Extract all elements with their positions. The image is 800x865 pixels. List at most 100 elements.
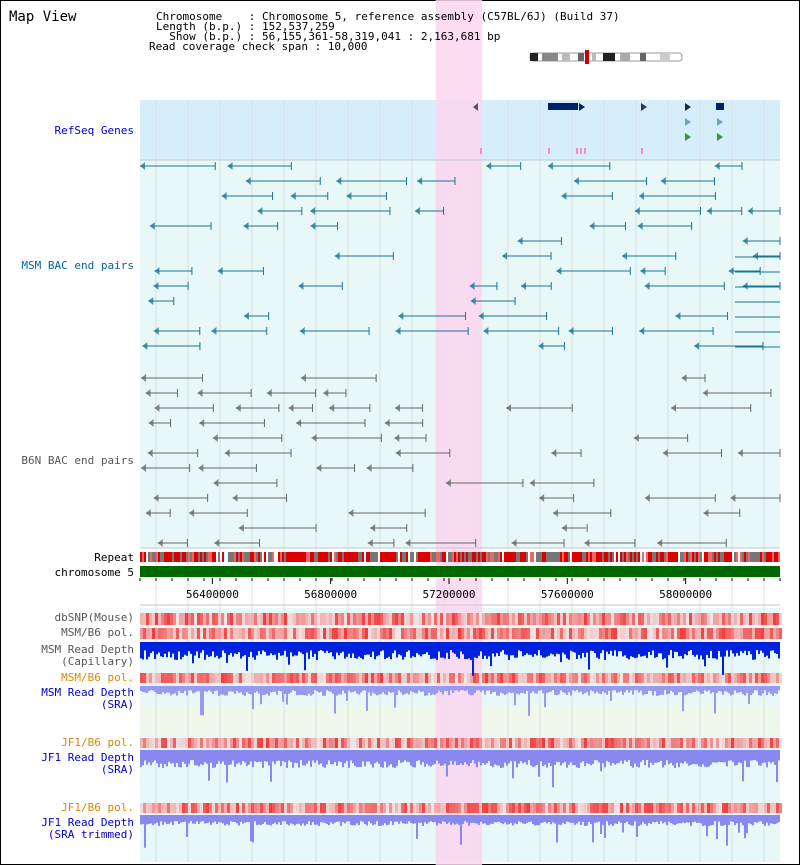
track-label-jf1-b6-pol-2[interactable]: JF1/B6 pol. <box>61 801 134 814</box>
jf1-depth-sra-bar <box>352 750 354 764</box>
repeat-element <box>284 552 286 562</box>
repeat-element <box>486 552 488 562</box>
track-label-dbsnp[interactable]: dbSNP(Mouse) <box>54 611 134 624</box>
dbsnp-heat <box>656 613 659 625</box>
msm-b6-pol2-heat <box>308 673 311 683</box>
jf1-depth-sra-bar <box>234 750 236 767</box>
msm-depth-sra-bar <box>618 686 620 693</box>
repeat-element <box>250 552 252 562</box>
track-label-jf1-depth-trimmed[interactable]: JF1 Read Depth <box>41 816 134 829</box>
track-label-jf1-b6-pol-1[interactable]: JF1/B6 pol. <box>61 736 134 749</box>
jf1-depth-trimmed-bar <box>518 815 520 822</box>
track-label-msm-depth-sra[interactable]: MSM Read Depth <box>41 686 134 699</box>
repeat-element <box>158 552 160 562</box>
jf1-b6-pol-heat <box>707 738 710 748</box>
msm-depth-sra-bar <box>720 686 722 692</box>
jf1-b6-pol2-heat <box>587 803 590 813</box>
msm-depth-capillary-bar <box>208 642 210 657</box>
jf1-depth-trimmed-bar <box>682 815 684 823</box>
ideogram-band <box>640 53 646 61</box>
track-label-chromosome[interactable]: chromosome 5 <box>54 566 134 579</box>
msm-depth-sra-bar <box>170 686 172 696</box>
msm-depth-capillary-bar <box>768 642 770 659</box>
track-label-msm-b6-pol-1[interactable]: MSM/B6 pol. <box>61 626 134 639</box>
track-label-msm-depth-capillary[interactable]: MSM Read Depth <box>41 643 134 656</box>
msm-depth-sra-bar <box>410 686 412 692</box>
jf1-b6-pol-heat <box>473 738 476 748</box>
repeat-element <box>626 552 628 562</box>
msm-depth-sra-bar <box>366 686 368 711</box>
jf1-depth-trimmed-bar <box>398 815 400 824</box>
msm-b6-pol-heat <box>377 628 380 639</box>
dbsnp-heat <box>191 613 194 625</box>
msm-depth-capillary-bar <box>694 642 696 657</box>
msm-b6-pol-heat <box>233 628 236 639</box>
msm-b6-pol2-heat <box>323 673 326 683</box>
msm-depth-sra-bar <box>328 686 330 692</box>
msm-b6-pol2-heat <box>173 673 176 683</box>
jf1-depth-trimmed-bar <box>360 815 362 822</box>
jf1-depth-trimmed-bar <box>454 815 456 825</box>
repeat-element <box>678 552 680 562</box>
jf1-depth-trimmed-bar <box>566 815 568 822</box>
dbsnp-heat <box>380 613 383 625</box>
msm-depth-capillary-bar <box>674 642 676 652</box>
jf1-depth-trimmed-bar <box>384 815 386 824</box>
repeat-element <box>660 552 662 562</box>
jf1-b6-pol2-heat <box>662 803 665 813</box>
msm-b6-pol-heat <box>665 628 668 639</box>
track-label-msm-bac[interactable]: MSM BAC end pairs <box>21 259 134 272</box>
jf1-depth-sra-bar <box>262 750 264 768</box>
jf1-b6-pol2-heat <box>650 803 653 813</box>
jf1-b6-pol2-heat <box>509 803 512 813</box>
msm-depth-capillary-bar <box>242 642 244 657</box>
msm-depth-sra-bar <box>206 686 208 692</box>
dbsnp-heat <box>239 613 242 625</box>
msm-depth-sra-bar <box>356 686 358 694</box>
jf1-depth-sra-bar <box>152 750 154 763</box>
msm-b6-pol2-heat <box>266 673 269 683</box>
repeat-element <box>742 552 744 562</box>
jf1-depth-sra-bar <box>586 750 588 764</box>
jf1-depth-trimmed-bar <box>410 815 412 823</box>
b6n-bac-end <box>671 404 677 412</box>
track-label-repeat[interactable]: Repeat <box>94 551 134 564</box>
jf1-depth-trimmed-bar <box>552 815 554 823</box>
msm-depth-capillary-bar <box>304 642 306 671</box>
msm-depth-sra-bar <box>562 686 564 693</box>
jf1-depth-trimmed-bar <box>586 815 588 826</box>
gene-tick <box>576 148 578 154</box>
jf1-depth-trimmed-bar <box>272 815 274 824</box>
jf1-depth-trimmed-bar <box>354 815 356 826</box>
jf1-depth-trimmed-bar <box>460 815 462 845</box>
msm-depth-sra-bar <box>510 686 512 694</box>
jf1-depth-trimmed-bar <box>310 815 312 826</box>
msm-b6-pol-heat <box>152 628 155 639</box>
track-label-refseq[interactable]: RefSeq Genes <box>54 124 134 137</box>
track-label-msm-b6-pol-2[interactable]: MSM/B6 pol. <box>61 671 134 684</box>
jf1-b6-pol2-heat <box>434 803 437 813</box>
jf1-depth-sra-bar <box>774 750 776 765</box>
repeat-element <box>666 552 668 562</box>
msm-depth-sra-bar <box>730 686 732 696</box>
repeat-element <box>166 552 168 562</box>
repeat-element <box>642 552 644 562</box>
msm-b6-pol2-heat <box>719 673 722 683</box>
msm-b6-pol2-heat <box>227 673 230 683</box>
jf1-depth-sra-bar <box>694 750 696 765</box>
jf1-depth-sra-bar <box>214 750 216 768</box>
msm-b6-pol2-heat <box>218 673 221 683</box>
msm-depth-capillary-bar <box>144 642 146 651</box>
track-label-b6n-bac[interactable]: B6N BAC end pairs <box>21 454 134 467</box>
dbsnp-heat <box>248 613 251 625</box>
msm-b6-pol2-heat <box>659 673 662 683</box>
track-label-jf1-depth-sra[interactable]: JF1 Read Depth <box>41 751 134 764</box>
repeat-element <box>374 552 376 562</box>
jf1-b6-pol2-heat <box>464 803 467 813</box>
msm-depth-capillary-bar <box>292 642 294 657</box>
dbsnp-heat <box>293 613 296 625</box>
msm-depth-sra-bar <box>296 686 298 696</box>
msm-b6-pol-heat <box>755 628 758 639</box>
msm-bac-end <box>221 192 227 200</box>
